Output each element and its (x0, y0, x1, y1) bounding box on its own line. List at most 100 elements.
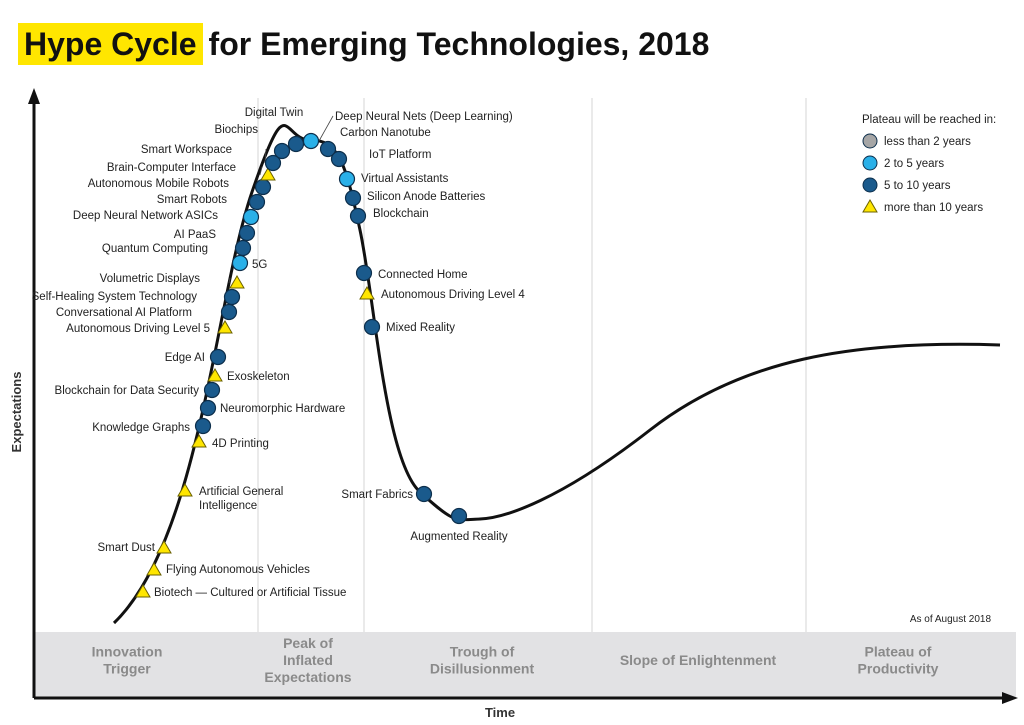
leader-line (264, 148, 267, 164)
tech-marker (344, 189, 362, 207)
tech-marker (330, 150, 348, 168)
tech-label: Flying Autonomous Vehicles (166, 564, 310, 576)
chart-title: Hype Cycle for Emerging Technologies, 20… (18, 22, 709, 66)
tech-label: Conversational AI Platform (56, 307, 192, 319)
tech-label: Self-Healing System Technology (32, 291, 198, 303)
tech-marker (217, 320, 233, 334)
legend-marker (862, 155, 878, 171)
legend-marker (862, 177, 878, 193)
tech-label: Artificial General Intelligence (199, 486, 283, 512)
tech-marker (203, 381, 221, 399)
tech-marker (135, 584, 151, 598)
tech-marker (363, 318, 381, 336)
tech-marker (248, 193, 266, 211)
tech-label: Carbon Nanotube (340, 127, 431, 139)
tech-label: AI PaaS (174, 229, 217, 241)
tech-label: Quantum Computing (102, 243, 208, 255)
tech-marker (242, 208, 260, 226)
tech-marker (450, 507, 468, 525)
tech-label: Augmented Reality (410, 531, 507, 543)
tech-marker (220, 303, 238, 321)
tech-marker (338, 170, 356, 188)
tech-label: 5G (252, 259, 267, 271)
tech-marker (415, 485, 433, 503)
legend-marker (862, 199, 878, 213)
tech-marker (231, 254, 249, 272)
tech-marker (207, 368, 223, 382)
tech-label: Deep Neural Nets (Deep Learning) (335, 111, 513, 123)
x-axis-label: Time (485, 705, 515, 720)
legend-title: Plateau will be reached in: (862, 114, 996, 126)
tech-label: Silicon Anode Batteries (367, 191, 486, 203)
as-of-note: As of August 2018 (910, 614, 992, 625)
tech-label: Virtual Assistants (361, 173, 449, 185)
tech-marker (234, 239, 252, 257)
phase-label: Innovation Trigger (92, 644, 163, 677)
tech-marker (238, 224, 256, 242)
legend-label: more than 10 years (884, 202, 983, 214)
tech-marker (273, 142, 291, 160)
legend-label: 2 to 5 years (884, 158, 944, 170)
tech-marker (191, 434, 207, 448)
legend: Plateau will be reached in: less than 2 y… (862, 114, 996, 214)
tech-marker (264, 154, 282, 172)
tech-label: Smart Workspace (141, 144, 232, 156)
tech-label: Smart Fabrics (341, 489, 413, 501)
tech-label: Biochips (215, 124, 259, 136)
tech-marker (349, 207, 367, 225)
tech-label: Deep Neural Network ASICs (73, 210, 218, 222)
axes (28, 88, 1018, 704)
phase-label: Plateau of Productivity (858, 644, 939, 677)
tech-label: Smart Dust (97, 542, 155, 554)
tech-label: Autonomous Mobile Robots (88, 178, 230, 190)
leader-line (228, 277, 231, 284)
y-axis-label: Expectations (9, 372, 24, 453)
legend-label: 5 to 10 years (884, 180, 951, 192)
title-rest: for Emerging Technologies, 2018 (208, 26, 710, 62)
tech-label: Connected Home (378, 269, 468, 281)
legend-label: less than 2 years (884, 136, 971, 148)
leader-line (259, 166, 263, 176)
tech-marker (359, 286, 375, 300)
tech-label: 4D Printing (212, 438, 269, 450)
tech-marker (260, 167, 276, 181)
tech-marker (199, 399, 217, 417)
phase-band (34, 632, 1016, 698)
tech-marker (177, 483, 193, 497)
tech-marker (229, 275, 245, 289)
tech-marker (319, 140, 337, 158)
tech-label: Neuromorphic Hardware (220, 403, 345, 415)
tech-marker (156, 540, 172, 554)
phase-label: Slope of Enlightenment (620, 652, 777, 668)
tech-label: Autonomous Driving Level 5 (66, 323, 210, 335)
x-axis-arrow (1002, 692, 1018, 704)
phase-label: Trough of Disillusionment (430, 644, 535, 677)
tech-marker (146, 562, 162, 576)
tech-marker (194, 417, 212, 435)
tech-label: Brain-Computer Interface (107, 162, 236, 174)
y-axis-arrow (28, 88, 40, 104)
tech-marker (287, 135, 305, 153)
tech-marker (355, 264, 373, 282)
phase-label: Peak of Inflated Expectations (264, 635, 351, 685)
legend-marker (862, 133, 878, 149)
tech-label: Exoskeleton (227, 371, 290, 383)
tech-label: IoT Platform (369, 149, 431, 161)
tech-label: Knowledge Graphs (92, 422, 190, 434)
tech-marker (254, 178, 272, 196)
tech-label: Blockchain (373, 208, 429, 220)
phase-labels: Innovation Trigger Peak of Inflated Expectat… (92, 635, 939, 685)
leader-line (318, 115, 334, 142)
technology-markers (135, 132, 468, 598)
tech-label: Edge AI (165, 352, 205, 364)
tech-label: Digital Twin (245, 107, 304, 119)
tech-label: Blockchain for Data Security (55, 385, 200, 397)
technology-labels: Biotech — Cultured or Artificial Tissue F… (32, 107, 526, 599)
tech-marker (209, 348, 227, 366)
tech-label: Mixed Reality (386, 322, 455, 334)
tech-label: Smart Robots (157, 194, 228, 206)
tech-label: Biotech — Cultured or Artificial Tissue (154, 587, 346, 599)
tech-marker (302, 132, 320, 150)
tech-marker (223, 288, 241, 306)
